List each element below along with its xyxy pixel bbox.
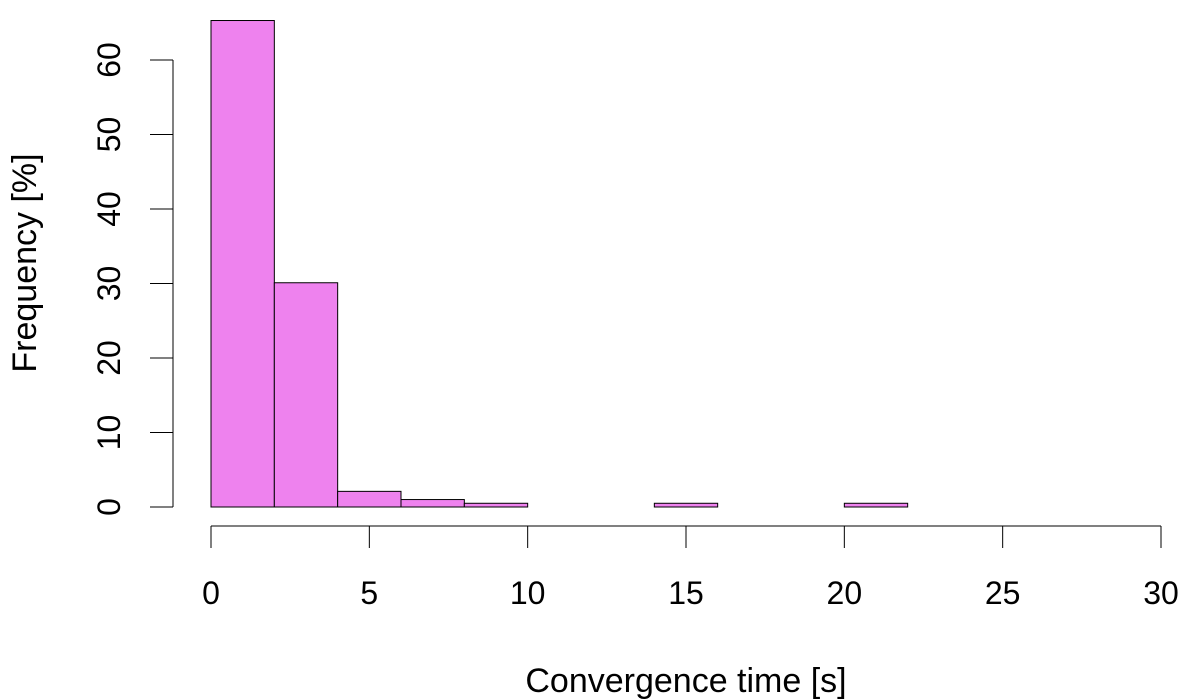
y-axis: 0 10 20 30 40 50 60: [91, 42, 174, 516]
histogram-bar: [210, 20, 275, 508]
histogram-bar: [337, 490, 402, 508]
histogram-bar: [463, 502, 529, 508]
x-tick-label: 0: [202, 575, 220, 611]
x-tick-label: 25: [985, 575, 1021, 611]
y-tick-label: 0: [91, 498, 127, 516]
x-axis-title: Convergence time [s]: [525, 662, 846, 700]
histogram-bar: [843, 502, 909, 508]
histogram-bar: [400, 499, 465, 508]
x-axis: 0 5 10 15 20 25 30: [202, 525, 1179, 611]
y-axis-title: Frequency [%]: [6, 153, 44, 372]
x-tick-label: 30: [1143, 575, 1179, 611]
y-tick-label: 50: [91, 117, 127, 153]
x-tick-label: 15: [668, 575, 704, 611]
y-tick-label: 40: [91, 191, 127, 227]
x-tick-label: 5: [360, 575, 378, 611]
histogram-bar: [273, 282, 339, 508]
histogram-bar: [653, 502, 719, 508]
y-tick-label: 20: [91, 340, 127, 376]
bars-group: [210, 20, 909, 508]
y-tick-label: 10: [91, 415, 127, 451]
y-tick-label: 30: [91, 266, 127, 302]
y-tick-label: 60: [91, 42, 127, 78]
x-tick-label: 10: [510, 575, 546, 611]
x-tick-label: 20: [827, 575, 863, 611]
